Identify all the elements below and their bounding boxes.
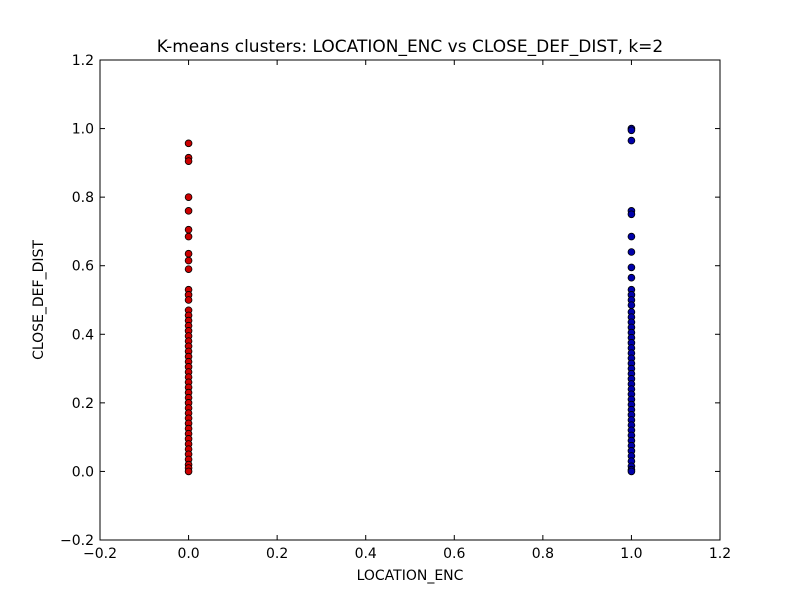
x-tick-label: 0.2 — [266, 546, 288, 562]
y-tick-label: 0.0 — [72, 464, 94, 480]
scatter-point — [184, 265, 193, 273]
x-tick-label: 1.0 — [620, 546, 642, 562]
x-tick-label: 1.2 — [709, 546, 731, 562]
axis-ticks: −0.2 0.0 0.2 0.4 0.6 0.8 1.0 1.2 −0.2 0.0 0.2 0.4 0.… — [60, 53, 731, 562]
y-tick-label: 1.0 — [72, 122, 94, 138]
y-tick-label: 0.8 — [72, 190, 94, 206]
scatter-point — [184, 207, 193, 215]
scatter-point — [627, 232, 636, 241]
scatter-point — [184, 256, 193, 265]
scatter-point — [627, 126, 636, 135]
y-tick-label: 0.2 — [72, 396, 94, 412]
scatter-point — [627, 210, 636, 219]
x-tick-label: 0.6 — [443, 546, 465, 562]
scatter-point — [184, 249, 193, 258]
chart-title: K-means clusters: LOCATION_ENC vs CLOSE_… — [157, 37, 664, 57]
y-tick-label: 0.4 — [72, 327, 94, 343]
y-tick-label: 0.6 — [72, 259, 94, 275]
scatter-point — [627, 301, 636, 309]
y-tick-label: 1.2 — [72, 53, 94, 69]
scatter-point — [184, 296, 193, 304]
scatter-point — [184, 232, 193, 241]
scatter-point — [184, 467, 193, 476]
scatter-point — [627, 248, 636, 256]
scatter-point — [627, 467, 636, 476]
plot-area — [184, 124, 636, 476]
x-tick-label: −0.2 — [83, 546, 117, 562]
x-axis-label: LOCATION_ENC — [357, 568, 464, 584]
scatter-point — [627, 273, 636, 282]
plot-frame — [99, 59, 721, 541]
scatter-point — [627, 263, 636, 272]
x-tick-label: 0.0 — [177, 546, 199, 562]
scatter-point — [184, 139, 193, 148]
scatter-point — [184, 193, 193, 201]
scatter-point — [184, 225, 193, 234]
y-tick-label: −0.2 — [60, 533, 94, 549]
scatter-point — [627, 136, 636, 145]
x-tick-label: 0.4 — [355, 546, 377, 562]
x-tick-label: 0.8 — [532, 546, 554, 562]
y-axis-label: CLOSE_DEF_DIST — [31, 240, 47, 360]
scatter-point — [184, 157, 193, 165]
